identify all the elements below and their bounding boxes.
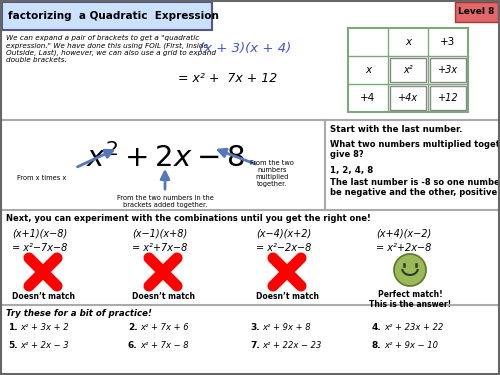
Text: +12: +12 <box>438 93 458 103</box>
Text: +3: +3 <box>440 37 456 47</box>
Text: 8.: 8. <box>372 341 382 350</box>
Text: x² + 3x + 2: x² + 3x + 2 <box>20 323 68 332</box>
Text: Level 8: Level 8 <box>458 8 494 16</box>
Text: x² + 23x + 22: x² + 23x + 22 <box>384 323 444 332</box>
Text: Doesn’t match: Doesn’t match <box>132 292 194 301</box>
Text: 4.: 4. <box>372 323 382 332</box>
Text: (x+1)(x−8): (x+1)(x−8) <box>12 228 67 238</box>
Text: 1.: 1. <box>8 323 18 332</box>
Circle shape <box>394 254 426 286</box>
Text: x: x <box>365 65 371 75</box>
Text: 2.: 2. <box>128 323 138 332</box>
Text: x²: x² <box>403 65 413 75</box>
Text: Start with the last number.: Start with the last number. <box>330 125 462 134</box>
Text: 3.: 3. <box>250 323 260 332</box>
Text: x² + 7x + 6: x² + 7x + 6 <box>140 323 188 332</box>
Text: = x² +  7x + 12: = x² + 7x + 12 <box>178 72 278 85</box>
Text: x² + 22x − 23: x² + 22x − 23 <box>262 341 322 350</box>
FancyBboxPatch shape <box>390 58 426 82</box>
FancyBboxPatch shape <box>390 86 426 110</box>
Text: From the two
numbers
multiplied
together.: From the two numbers multiplied together… <box>250 160 294 187</box>
Text: x² + 2x − 3: x² + 2x − 3 <box>20 341 68 350</box>
Text: Perfect match!
This is the answer!: Perfect match! This is the answer! <box>369 290 451 309</box>
Text: 7.: 7. <box>250 341 260 350</box>
Text: Try these for a bit of practice!: Try these for a bit of practice! <box>6 309 152 318</box>
Text: x² + 9x − 10: x² + 9x − 10 <box>384 341 438 350</box>
Text: +3x: +3x <box>438 65 458 75</box>
Text: Next, you can experiment with the combinations until you get the right one!: Next, you can experiment with the combin… <box>6 214 371 223</box>
Text: = x²+7x−8: = x²+7x−8 <box>132 243 188 253</box>
Text: 1, 2, 4, 8: 1, 2, 4, 8 <box>330 166 373 175</box>
Text: (x−1)(x+8): (x−1)(x+8) <box>132 228 187 238</box>
FancyBboxPatch shape <box>430 86 466 110</box>
Text: = x²−7x−8: = x²−7x−8 <box>12 243 68 253</box>
Text: = x²+2x−8: = x²+2x−8 <box>376 243 432 253</box>
Text: From x times x: From x times x <box>18 175 66 181</box>
Text: The last number is -8 so one number must
be negative and the other, positive.: The last number is -8 so one number must… <box>330 178 500 197</box>
Text: 6.: 6. <box>128 341 138 350</box>
Text: (x−4)(x+2): (x−4)(x+2) <box>256 228 311 238</box>
Text: What two numbers multiplied together will
give 8?: What two numbers multiplied together wil… <box>330 140 500 159</box>
Text: +4x: +4x <box>398 93 418 103</box>
Text: $x^2+2x-8$: $x^2+2x-8$ <box>86 143 244 173</box>
FancyBboxPatch shape <box>455 2 498 22</box>
Text: (x + 3)(x + 4): (x + 3)(x + 4) <box>199 42 291 55</box>
Text: x² + 9x + 8: x² + 9x + 8 <box>262 323 310 332</box>
FancyBboxPatch shape <box>2 2 212 30</box>
FancyBboxPatch shape <box>430 58 466 82</box>
Text: 5.: 5. <box>8 341 18 350</box>
Text: We can expand a pair of brackets to get a "quadratic
expression." We have done t: We can expand a pair of brackets to get … <box>6 35 216 63</box>
Text: From the two numbers in the
brackets added together.: From the two numbers in the brackets add… <box>116 195 214 208</box>
Text: (x+4)(x−2): (x+4)(x−2) <box>376 228 431 238</box>
Text: factorizing  a Quadratic  Expression: factorizing a Quadratic Expression <box>8 11 219 21</box>
Text: = x²−2x−8: = x²−2x−8 <box>256 243 312 253</box>
Text: x: x <box>405 37 411 47</box>
Text: Doesn’t match: Doesn’t match <box>256 292 318 301</box>
Text: x² + 7x − 8: x² + 7x − 8 <box>140 341 188 350</box>
FancyBboxPatch shape <box>348 28 468 112</box>
Text: Doesn’t match: Doesn’t match <box>12 292 74 301</box>
Text: +4: +4 <box>360 93 376 103</box>
